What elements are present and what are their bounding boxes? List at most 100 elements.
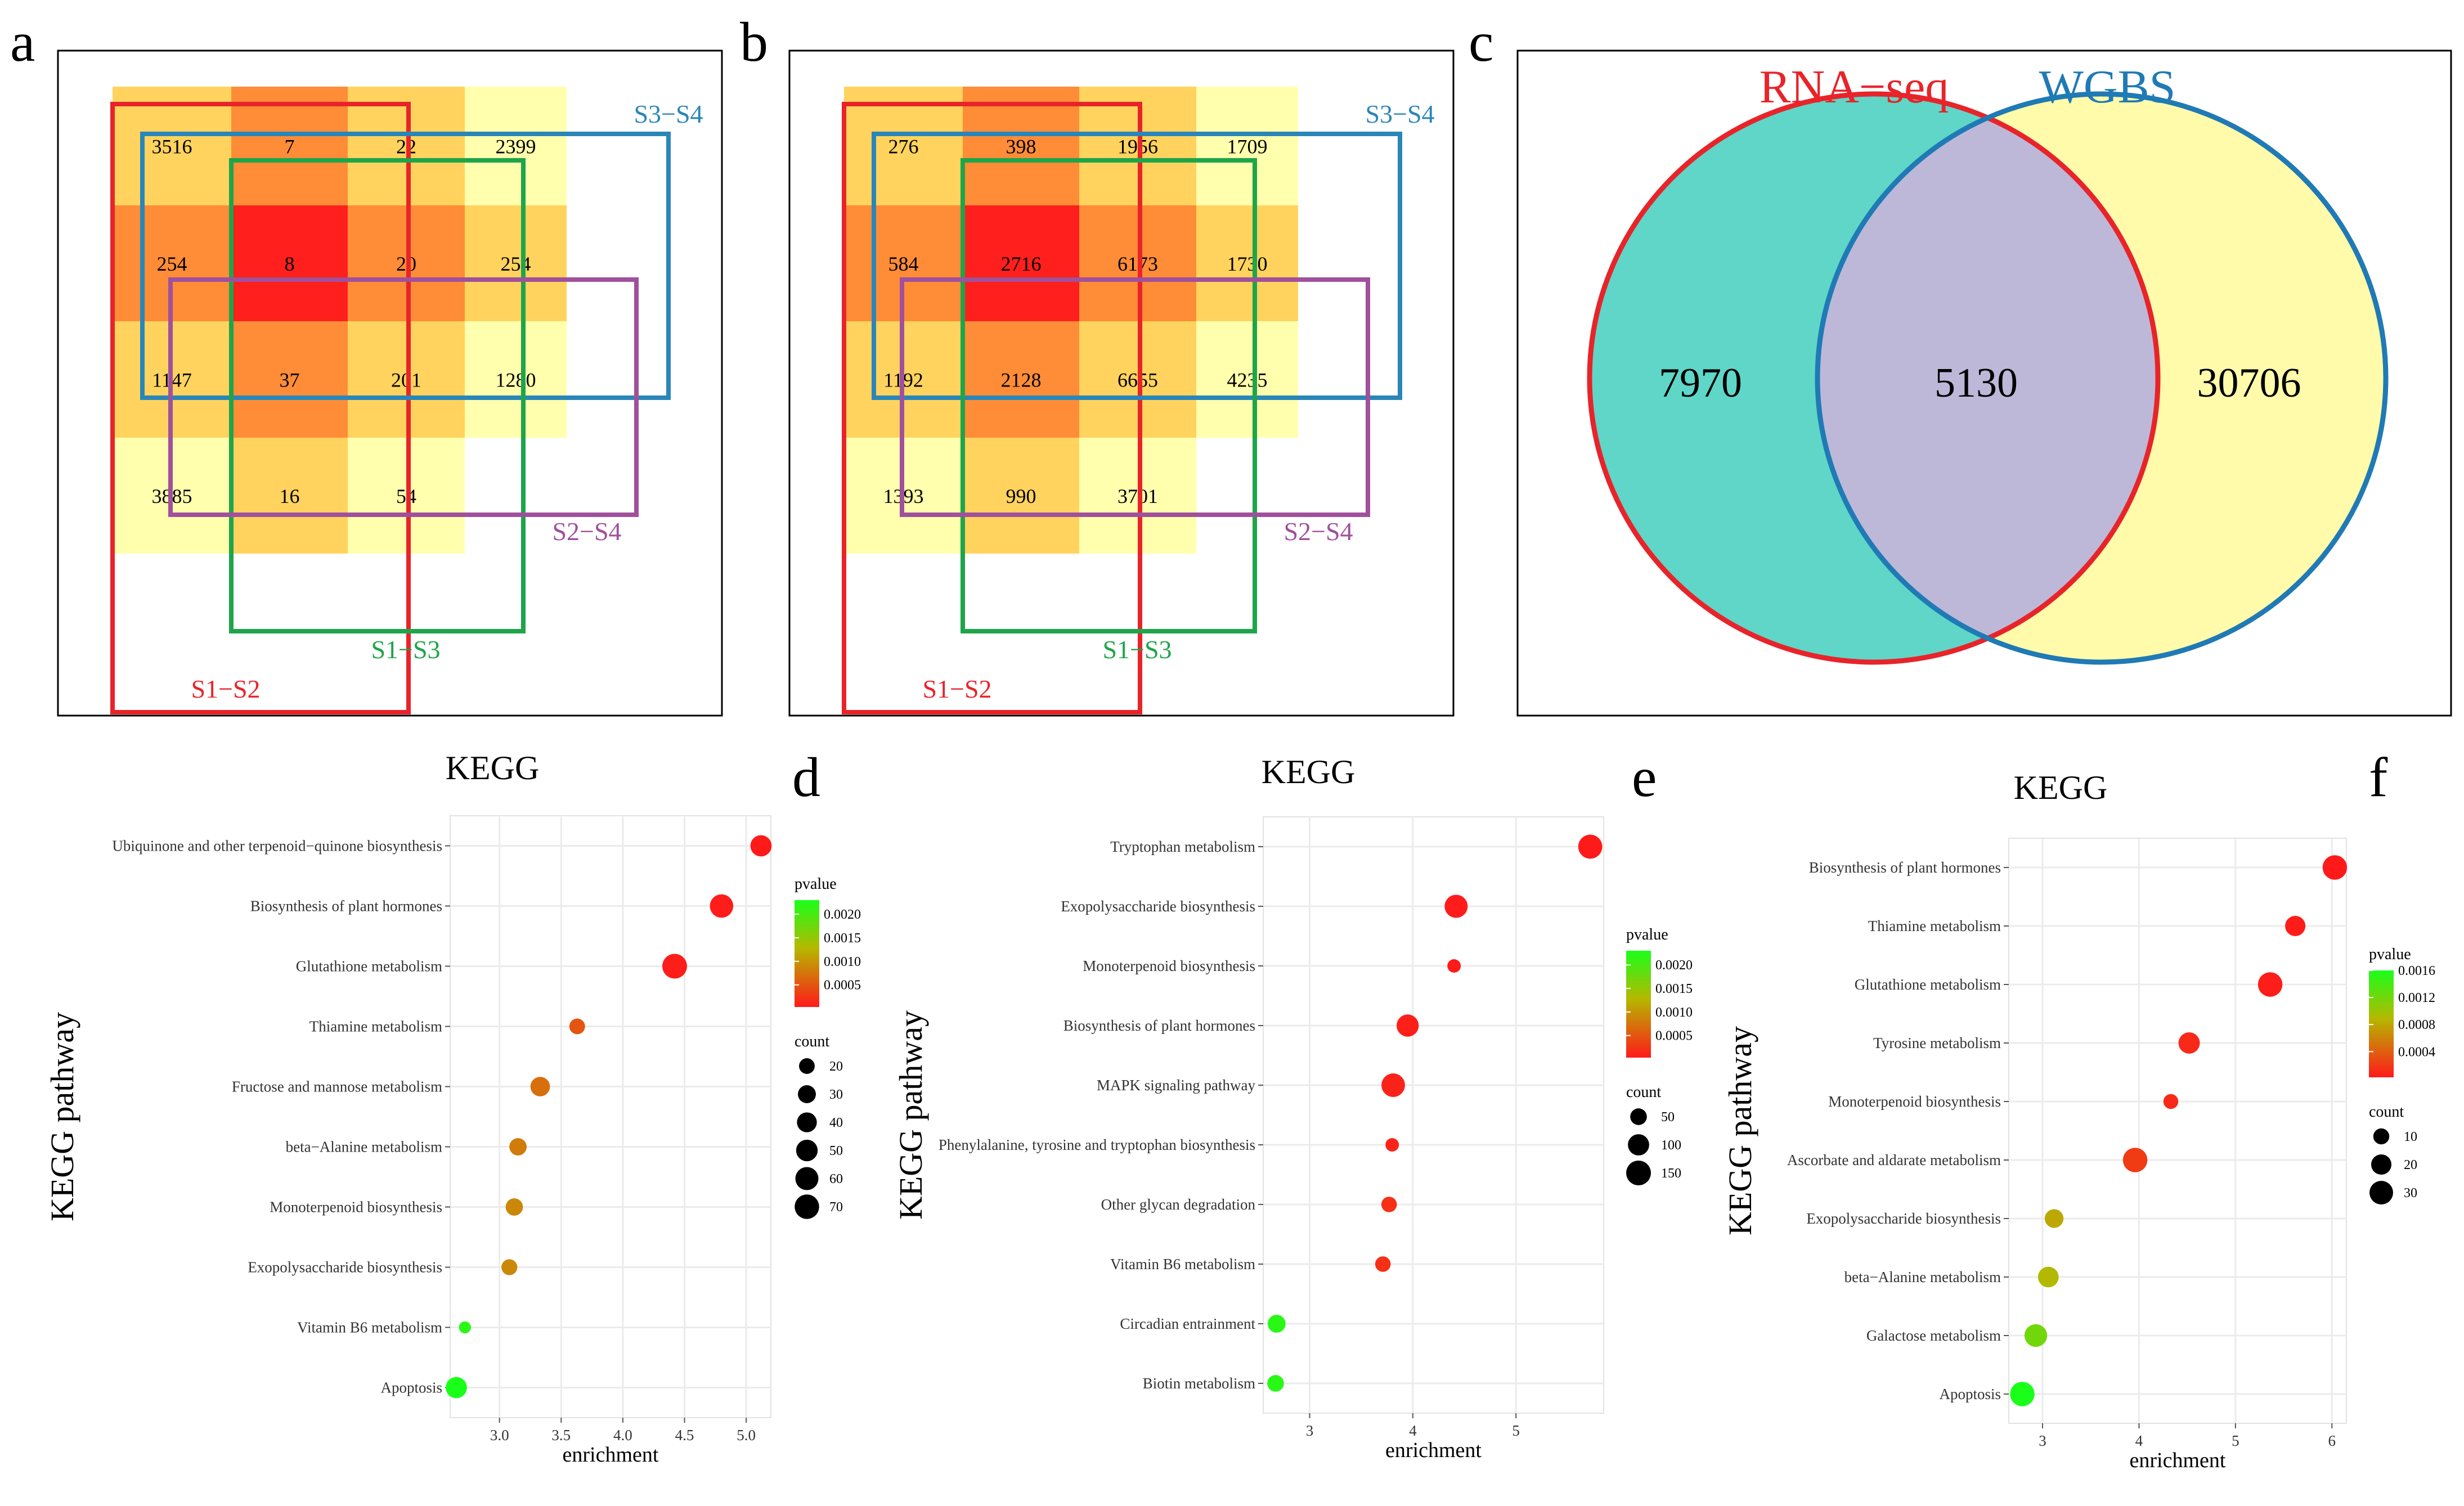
colorbar-tick-label: 0.0004 xyxy=(2398,1045,2435,1059)
pathway-label: Apoptosis xyxy=(380,1379,442,1396)
count-legend-label: 60 xyxy=(829,1172,843,1186)
count-legend-title: count xyxy=(795,1033,829,1050)
venn-cell xyxy=(465,205,567,321)
pathway-label: beta−Alanine metabolism xyxy=(286,1139,442,1156)
pathway-label: Other glycan degradation xyxy=(1101,1196,1256,1213)
venn-cell-count: 276 xyxy=(888,136,919,158)
venn-cell-count: 8 xyxy=(285,253,295,275)
venn-cell-count: 3516 xyxy=(152,136,192,158)
set-outline-s1s3 xyxy=(961,158,1257,633)
colorbar-tick-label: 0.0020 xyxy=(824,907,861,922)
venn-cell-count: 37 xyxy=(280,369,300,392)
count-legend-label: 50 xyxy=(1661,1110,1675,1125)
set-label-s1s2: S1−S2 xyxy=(922,675,991,703)
venn-cell-count: 4235 xyxy=(1227,369,1268,392)
pvalue-colorbar xyxy=(2369,970,2394,1077)
data-point xyxy=(2044,1209,2064,1228)
count-legend-label: 30 xyxy=(829,1087,843,1102)
data-point xyxy=(1444,894,1468,918)
x-axis-label: enrichment xyxy=(2130,1449,2226,1472)
panel-label-c: c xyxy=(1469,11,1493,73)
venn-cell-count: 1280 xyxy=(496,369,536,392)
pathway-label: Tryptophan metabolism xyxy=(1110,838,1255,855)
data-point xyxy=(2122,1148,2148,1172)
kegg-dotplot-d: 3.0 3.5 4.0 4.5 5.0 Ubiquinone and other terp… xyxy=(44,749,861,1467)
wgbs-only-count: 30706 xyxy=(2197,360,2301,406)
venn-cell-count: 254 xyxy=(157,253,187,275)
x-tick-label: 3.0 xyxy=(490,1427,509,1444)
count-legend-dot xyxy=(2369,1181,2393,1204)
data-point xyxy=(2010,1382,2035,1406)
venn2-panel-c: RNA−seq WGBS 7970 5130 30706 xyxy=(1516,50,2452,717)
venn-cell-count: 1709 xyxy=(1227,136,1268,158)
count-legend-dot xyxy=(797,1112,817,1132)
pathway-label: Vitamin B6 metabolism xyxy=(297,1319,442,1336)
count-legend-label: 20 xyxy=(2404,1158,2417,1172)
x-tick-label: 5.0 xyxy=(737,1427,756,1444)
pathway-label: Monoterpenoid biosynthesis xyxy=(1083,957,1255,974)
y-axis-label: KEGG pathway xyxy=(44,1012,80,1221)
pathway-label: Exopolysaccharide biosynthesis xyxy=(248,1259,442,1276)
venn-cell-count: 254 xyxy=(501,253,531,275)
pathway-label: Fructose and mannose metabolism xyxy=(232,1078,442,1095)
data-point xyxy=(2024,1324,2048,1347)
count-legend-title: count xyxy=(2369,1103,2404,1121)
x-tick-label: 3 xyxy=(2039,1432,2046,1449)
count-legend-dot xyxy=(798,1085,816,1103)
data-point xyxy=(1381,1073,1405,1097)
pathway-label: Monoterpenoid biosynthesis xyxy=(270,1199,442,1216)
data-point xyxy=(1375,1256,1391,1272)
venn-cell xyxy=(844,87,963,205)
data-point xyxy=(662,954,687,979)
plot-title: KEGG xyxy=(2014,769,2108,806)
set-outline-s1s2 xyxy=(842,102,1142,714)
venn-cell-count: 2399 xyxy=(496,136,536,158)
venn-cell xyxy=(231,87,348,205)
count-legend-title: count xyxy=(1626,1084,1661,1101)
set-label-s3s4: S3−S4 xyxy=(1365,100,1434,128)
count-legend-label: 40 xyxy=(829,1116,843,1130)
pathway-label: Exopolysaccharide biosynthesis xyxy=(1061,898,1255,915)
set-label-s1s2: S1−S2 xyxy=(191,675,260,703)
panel-label-b: b xyxy=(740,11,768,73)
x-tick-label: 4.0 xyxy=(613,1427,632,1444)
data-point xyxy=(1267,1375,1284,1392)
count-legend-label: 150 xyxy=(1661,1166,1681,1181)
data-point xyxy=(2163,1094,2179,1109)
data-point xyxy=(1396,1014,1419,1037)
data-point xyxy=(1381,1197,1397,1212)
count-legend-dot xyxy=(795,1167,819,1190)
pathway-label: Galactose metabolism xyxy=(1866,1327,2001,1344)
venn-cell-count: 990 xyxy=(1006,485,1036,507)
plot-area xyxy=(1263,816,1604,1414)
data-point xyxy=(505,1198,523,1216)
count-legend-label: 100 xyxy=(1661,1138,1681,1153)
x-axis-label: enrichment xyxy=(563,1443,659,1467)
set-label-s2s4: S2−S4 xyxy=(1283,517,1353,546)
kegg-dotplot-e: 3 4 5 Tryptophan metabolism Exopolysaccharid… xyxy=(892,753,1693,1462)
pathway-label: Ubiquinone and other terpenoid−quinone b… xyxy=(112,838,442,855)
colorbar-tick-label: 0.0005 xyxy=(824,978,861,993)
count-legend-dot xyxy=(1626,1161,1651,1185)
set-outline-s3s4 xyxy=(872,132,1402,400)
data-point xyxy=(1267,1315,1286,1333)
data-point xyxy=(2322,855,2348,880)
x-axis-label: enrichment xyxy=(1385,1438,1482,1462)
count-legend-dot xyxy=(795,1194,819,1219)
data-point xyxy=(509,1138,527,1156)
count-legend-label: 30 xyxy=(2404,1186,2417,1201)
plot-title: KEGG xyxy=(1262,753,1356,790)
venn-cell-count: 7 xyxy=(285,136,295,158)
set-outline-s2s4 xyxy=(168,277,639,517)
venn-cell xyxy=(231,205,348,321)
panel-label-e: e xyxy=(1632,746,1657,808)
count-legend-dot xyxy=(799,1058,815,1074)
x-tick-label: 3 xyxy=(1306,1422,1314,1439)
venn-cell xyxy=(231,321,348,438)
data-point xyxy=(2178,1032,2200,1054)
data-point xyxy=(2257,972,2283,997)
venn-cell-count: 2716 xyxy=(1001,253,1042,275)
pathway-label: Vitamin B6 metabolism xyxy=(1110,1256,1255,1273)
count-legend-dot xyxy=(1628,1134,1649,1156)
